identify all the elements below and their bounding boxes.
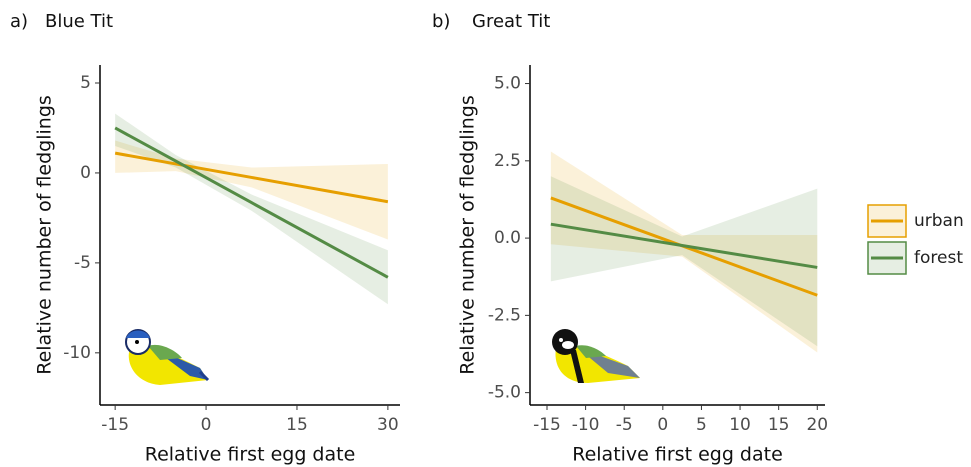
confidence-band: [115, 113, 388, 305]
y-tick-label: -10: [63, 343, 91, 363]
legend-label: urban: [914, 211, 964, 231]
x-tick-label: 20: [806, 415, 828, 435]
y-tick-label: 5.0: [494, 74, 521, 94]
y-tick-label: 0.0: [494, 228, 521, 248]
x-tick-label: -15: [101, 415, 129, 435]
x-tick-label: -10: [572, 415, 600, 435]
panel-title: Blue Tit: [45, 11, 113, 32]
confidence-band: [550, 176, 818, 347]
legend-label: forest: [914, 248, 963, 268]
x-tick-label: 15: [768, 415, 790, 435]
great-tit-icon: [552, 329, 640, 383]
y-axis-label: Relative number of fledglings: [457, 95, 479, 375]
x-tick-label: 10: [729, 415, 751, 435]
trend-line: [550, 222, 818, 269]
blue-tit-icon: [125, 329, 210, 385]
y-tick-label: 5: [80, 73, 91, 93]
x-tick-label: 15: [286, 415, 308, 435]
panel-label: a): [10, 11, 28, 32]
panel-title: Great Tit: [472, 11, 550, 32]
confidence-band: [550, 151, 818, 353]
x-axis-label: Relative first egg date: [572, 444, 783, 466]
x-tick-label: 5: [696, 415, 707, 435]
x-tick-label: -5: [616, 415, 633, 435]
y-axis-label: Relative number of fledglings: [34, 95, 56, 375]
y-tick-label: -2.5: [488, 305, 521, 325]
x-tick-label: -15: [533, 415, 561, 435]
trend-line: [114, 126, 389, 279]
panel-label: b): [432, 11, 450, 32]
y-tick-label: 2.5: [494, 151, 521, 171]
x-tick-label: 0: [657, 415, 668, 435]
x-tick-label: 30: [377, 415, 399, 435]
y-tick-label: -5.0: [488, 383, 521, 403]
x-axis-label: Relative first egg date: [145, 444, 356, 466]
y-tick-label: -5: [74, 253, 91, 273]
trend-line: [114, 151, 389, 204]
y-tick-label: 0: [80, 163, 91, 183]
x-tick-label: 0: [201, 415, 212, 435]
